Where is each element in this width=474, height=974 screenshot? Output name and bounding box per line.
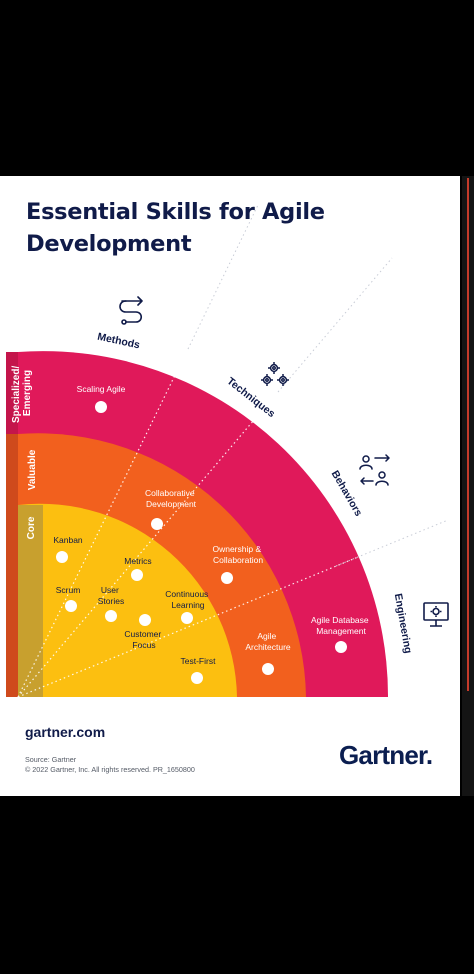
copyright-line: © 2022 Gartner, Inc. All rights reserved…	[25, 765, 195, 774]
band-core	[18, 505, 43, 697]
skill-metrics: Metrics	[124, 556, 152, 581]
tier-label-core: Core	[26, 516, 37, 539]
svg-text:Collaborative Developmen: Collaborative Development	[145, 488, 197, 509]
edge-accent-line	[467, 178, 469, 691]
skill-ownership-collaboration: Ownership & Collaboration	[212, 544, 263, 584]
monitor-gear-icon	[423, 602, 449, 627]
skill-scrum: Scrum	[56, 585, 81, 612]
band-core-outer	[6, 505, 18, 697]
skill-customer-focus: Customer Focus	[124, 614, 163, 650]
tier-label-specialized: Specialized/ Emerging	[11, 363, 33, 423]
svg-text:Agile Architecture: Agile Architecture	[245, 631, 291, 652]
source-line: Source: Gartner	[25, 755, 77, 764]
skill-user-stories: User Stories	[98, 585, 124, 622]
logo-wordmark: Gartner	[339, 740, 427, 770]
skills-radar-diagram: Specialized/ Emerging Valuable Core Meth…	[6, 204, 449, 698]
svg-text:Agile Database Managemen: Agile Database Management	[311, 615, 371, 636]
svg-text:Ownership & Collaboratio: Ownership & Collaboration	[212, 544, 263, 565]
band-valuable	[6, 434, 18, 505]
svg-text:Customer Focus: Customer Focus	[124, 629, 163, 650]
svg-text:Metrics: Metrics	[124, 556, 151, 566]
svg-text:Test-First: Test-First	[181, 656, 217, 666]
website-link[interactable]: gartner.com	[25, 724, 106, 740]
gartner-logo: Gartner.	[339, 740, 433, 771]
source-note: Source: Gartner © 2022 Gartner, Inc. All…	[25, 755, 195, 775]
category-label-methods: Methods	[96, 331, 141, 352]
skill-agile-database-management: Agile Database Management	[311, 615, 371, 653]
skill-test-first: Test-First	[181, 656, 217, 684]
skill-continuous-learning: Continuous Learning	[165, 589, 210, 624]
skill-scaling-agile: Scaling Agile	[77, 384, 126, 413]
svg-text:User Stories: User Stories	[98, 585, 124, 606]
flow-arrows-icon	[119, 296, 143, 325]
skill-agile-architecture: Agile Architecture	[245, 631, 291, 675]
ring-core	[18, 503, 237, 697]
svg-text:Continuous Learning: Continuous Learning	[165, 589, 210, 610]
svg-text:Kanban: Kanban	[53, 535, 83, 545]
category-label-engineering: Engineering	[392, 593, 414, 655]
skill-collaborative-development: Collaborative Development	[145, 488, 197, 530]
svg-text:Scaling Agile: Scaling Agile	[77, 384, 126, 394]
page-title: Essential Skills for Agile Development	[26, 199, 325, 257]
tier-label-valuable: Valuable	[27, 449, 38, 490]
band-specialized-emerging	[6, 352, 18, 434]
gears-icon	[261, 362, 289, 386]
people-exchange-icon	[359, 454, 390, 486]
svg-text:Scrum: Scrum	[56, 585, 81, 595]
category-dividers	[17, 204, 449, 698]
logo-dot: .	[425, 740, 433, 770]
skill-kanban: Kanban	[53, 535, 83, 563]
